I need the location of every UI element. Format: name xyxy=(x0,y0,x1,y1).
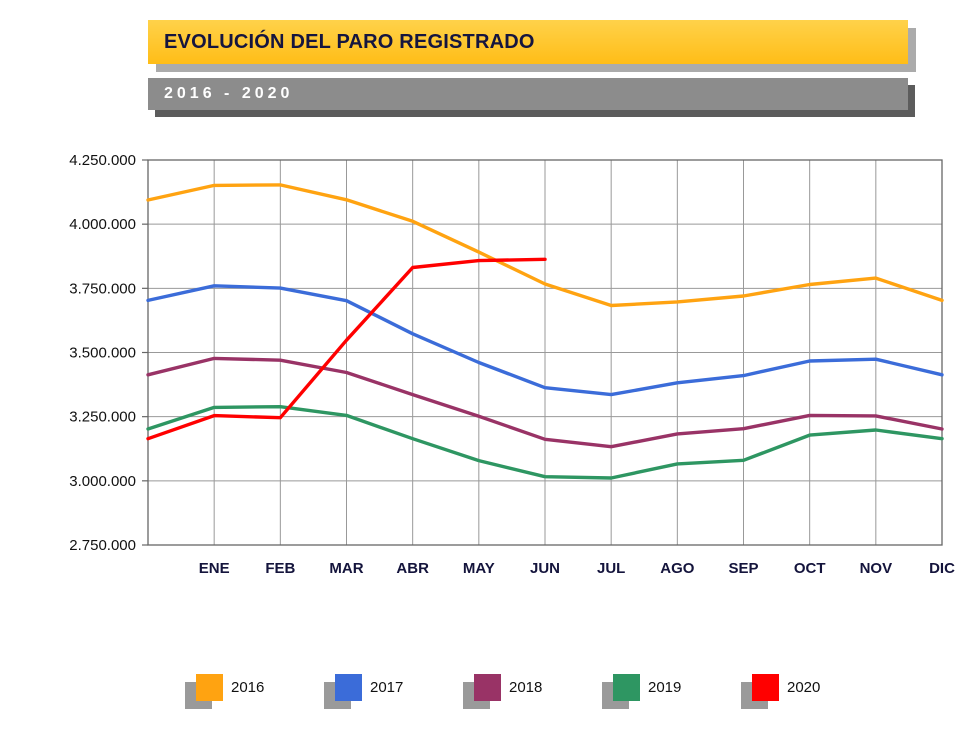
series-line-2019 xyxy=(146,405,944,480)
legend-item-2017: 2017 xyxy=(324,668,464,716)
title-banner: EVOLUCIÓN DEL PARO REGISTRADO xyxy=(148,20,908,64)
y-axis-tick-label: 4.000.000 xyxy=(69,216,136,233)
legend-item-2016: 2016 xyxy=(185,668,325,716)
series-line-2017 xyxy=(146,284,944,397)
x-axis-month-label: JUN xyxy=(530,560,560,577)
legend-label: 2018 xyxy=(509,679,543,696)
legend-color-swatch xyxy=(335,674,362,701)
x-axis-month-label: SEP xyxy=(728,560,758,577)
legend-color-swatch xyxy=(613,674,640,701)
subtitle-banner: 2016 - 2020 xyxy=(148,78,908,110)
legend-label: 2020 xyxy=(787,679,821,696)
chart-subtitle: 2016 - 2020 xyxy=(164,85,294,102)
x-axis-month-label: MAR xyxy=(329,560,363,577)
chart-title: EVOLUCIÓN DEL PARO REGISTRADO xyxy=(164,30,535,53)
x-axis-month-label: FEB xyxy=(265,560,295,577)
y-axis-tick-label: 4.250.000 xyxy=(69,152,136,169)
x-axis-month-label: OCT xyxy=(794,560,826,577)
chart-legend: 2016 2017 2018 2019 2020 xyxy=(0,668,973,728)
series-line-2020 xyxy=(146,257,547,441)
line-chart: 2.750.000 3.000.000 3.250.000 3.500.000 3.75… xyxy=(0,140,973,600)
legend-label: 2017 xyxy=(370,679,404,696)
x-axis-month-label: ENE xyxy=(199,560,230,577)
x-axis-month-label: NOV xyxy=(860,560,893,577)
y-axis-tick-label: 3.750.000 xyxy=(69,280,136,297)
legend-color-swatch xyxy=(752,674,779,701)
y-axis-tick-label: 3.000.000 xyxy=(69,473,136,490)
legend-item-2018: 2018 xyxy=(463,668,603,716)
x-axis-month-label: ABR xyxy=(396,560,429,577)
y-axis-tick-label: 3.250.000 xyxy=(69,409,136,426)
series-line-2016 xyxy=(146,183,944,308)
legend-color-swatch xyxy=(196,674,223,701)
x-axis-month-label: MAY xyxy=(463,560,495,577)
y-axis-tick-label: 2.750.000 xyxy=(69,537,136,554)
legend-label: 2019 xyxy=(648,679,682,696)
legend-color-swatch xyxy=(474,674,501,701)
legend-item-2020: 2020 xyxy=(741,668,881,716)
legend-label: 2016 xyxy=(231,679,265,696)
line-chart-svg: 2.750.000 3.000.000 3.250.000 3.500.000 3.75… xyxy=(69,152,955,577)
x-axis-month-label: AGO xyxy=(660,560,695,577)
x-axis-month-label: JUL xyxy=(597,560,625,577)
series-line-2018 xyxy=(146,356,944,449)
y-axis-tick-label: 3.500.000 xyxy=(69,345,136,362)
legend-item-2019: 2019 xyxy=(602,668,742,716)
x-axis-month-label: DIC xyxy=(929,560,955,577)
